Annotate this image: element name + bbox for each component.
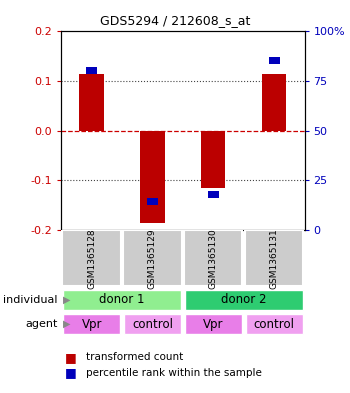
Bar <box>268 57 280 64</box>
Text: ▶: ▶ <box>63 319 70 329</box>
Text: GSM1365128: GSM1365128 <box>87 228 96 289</box>
Bar <box>147 198 158 205</box>
Text: individual: individual <box>3 295 58 305</box>
Text: ■: ■ <box>65 351 77 364</box>
Text: percentile rank within the sample: percentile rank within the sample <box>86 368 262 378</box>
Text: GSM1365130: GSM1365130 <box>209 228 218 289</box>
Bar <box>245 230 303 286</box>
Bar <box>63 290 181 310</box>
Bar <box>185 314 242 334</box>
Bar <box>245 314 303 334</box>
Text: agent: agent <box>25 319 58 329</box>
Text: ■: ■ <box>65 366 77 380</box>
Bar <box>184 230 243 286</box>
Bar <box>124 314 181 334</box>
Text: GSM1365131: GSM1365131 <box>270 228 279 289</box>
Text: control: control <box>132 318 173 331</box>
Text: ▶: ▶ <box>63 295 70 305</box>
Text: Vpr: Vpr <box>82 318 102 331</box>
Bar <box>62 230 121 286</box>
Bar <box>262 73 286 130</box>
Bar <box>79 73 104 130</box>
Bar <box>86 67 97 73</box>
Bar <box>185 290 303 310</box>
Bar <box>123 230 182 286</box>
Bar <box>140 130 164 224</box>
Text: control: control <box>254 318 295 331</box>
Text: transformed count: transformed count <box>86 352 183 362</box>
Bar <box>63 314 120 334</box>
Text: donor 2: donor 2 <box>221 293 266 307</box>
Bar <box>208 191 219 198</box>
Text: donor 1: donor 1 <box>99 293 145 307</box>
Text: Vpr: Vpr <box>203 318 224 331</box>
Text: GSM1365129: GSM1365129 <box>148 228 157 289</box>
Text: GDS5294 / 212608_s_at: GDS5294 / 212608_s_at <box>100 14 250 27</box>
Bar <box>201 130 225 188</box>
